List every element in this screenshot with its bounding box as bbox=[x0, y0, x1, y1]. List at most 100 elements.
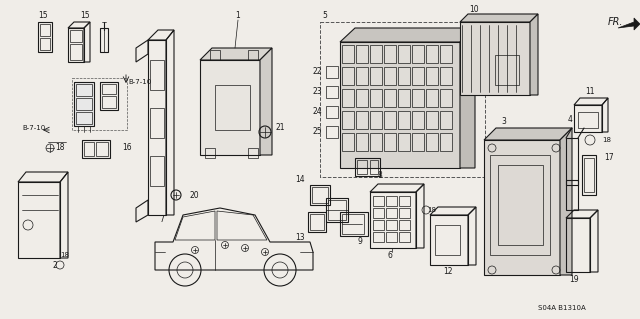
Bar bbox=[384, 67, 396, 85]
Bar bbox=[342, 133, 354, 151]
Text: 18: 18 bbox=[61, 252, 70, 258]
Text: 22: 22 bbox=[312, 68, 322, 77]
Bar bbox=[399, 196, 410, 206]
Bar bbox=[72, 78, 127, 130]
Bar bbox=[440, 133, 452, 151]
Bar bbox=[370, 45, 382, 63]
Bar bbox=[370, 133, 382, 151]
Bar bbox=[440, 89, 452, 107]
Bar bbox=[440, 111, 452, 129]
Bar bbox=[426, 111, 438, 129]
Bar bbox=[498, 165, 543, 245]
Bar bbox=[398, 67, 410, 85]
Bar bbox=[356, 67, 368, 85]
Bar bbox=[356, 133, 368, 151]
Text: 19: 19 bbox=[569, 276, 579, 285]
Text: 8: 8 bbox=[378, 170, 383, 180]
Bar bbox=[248, 148, 258, 158]
Text: 20: 20 bbox=[190, 190, 200, 199]
Bar bbox=[435, 225, 460, 255]
Text: 16: 16 bbox=[122, 144, 132, 152]
Bar bbox=[412, 133, 424, 151]
Bar bbox=[412, 111, 424, 129]
Bar bbox=[102, 96, 116, 108]
Polygon shape bbox=[260, 48, 272, 155]
Bar bbox=[399, 220, 410, 230]
Bar bbox=[357, 160, 367, 174]
Polygon shape bbox=[530, 14, 538, 95]
Bar bbox=[426, 67, 438, 85]
Polygon shape bbox=[340, 42, 460, 168]
Bar bbox=[150, 60, 164, 90]
Bar bbox=[326, 86, 338, 98]
Text: 24: 24 bbox=[312, 108, 322, 116]
Bar bbox=[373, 208, 384, 218]
Bar bbox=[373, 232, 384, 242]
Text: 3: 3 bbox=[502, 117, 506, 127]
Bar bbox=[399, 232, 410, 242]
Polygon shape bbox=[560, 128, 572, 275]
Bar bbox=[248, 50, 258, 60]
Bar bbox=[384, 133, 396, 151]
Bar bbox=[386, 196, 397, 206]
Text: FR.: FR. bbox=[608, 17, 623, 27]
Bar bbox=[584, 158, 594, 192]
Bar bbox=[426, 45, 438, 63]
Bar bbox=[373, 196, 384, 206]
Polygon shape bbox=[484, 140, 560, 275]
Bar bbox=[373, 220, 384, 230]
Bar bbox=[412, 45, 424, 63]
Polygon shape bbox=[460, 14, 538, 22]
Bar bbox=[310, 214, 324, 230]
Polygon shape bbox=[340, 28, 475, 42]
Text: 9: 9 bbox=[358, 238, 362, 247]
Bar bbox=[76, 98, 92, 110]
Bar bbox=[399, 208, 410, 218]
Bar bbox=[76, 84, 92, 96]
Bar bbox=[440, 45, 452, 63]
Text: B-7-10: B-7-10 bbox=[128, 79, 151, 85]
Bar bbox=[384, 89, 396, 107]
Text: 10: 10 bbox=[469, 5, 479, 14]
Text: 17: 17 bbox=[604, 153, 614, 162]
Bar bbox=[370, 160, 378, 174]
Polygon shape bbox=[484, 128, 572, 140]
Text: 14: 14 bbox=[296, 175, 305, 184]
Text: 6: 6 bbox=[388, 250, 392, 259]
Bar bbox=[96, 142, 108, 156]
Bar bbox=[578, 112, 598, 128]
Bar bbox=[356, 111, 368, 129]
Text: 12: 12 bbox=[444, 268, 452, 277]
Bar bbox=[342, 111, 354, 129]
Bar bbox=[398, 111, 410, 129]
Text: 15: 15 bbox=[80, 11, 90, 20]
Text: 21: 21 bbox=[275, 123, 285, 132]
Text: 1: 1 bbox=[236, 11, 241, 19]
Bar bbox=[326, 66, 338, 78]
Text: 18: 18 bbox=[428, 207, 436, 213]
Polygon shape bbox=[200, 60, 260, 155]
Bar bbox=[320, 22, 485, 177]
Bar bbox=[426, 89, 438, 107]
Bar bbox=[384, 111, 396, 129]
Text: 2: 2 bbox=[52, 261, 58, 270]
Bar bbox=[84, 142, 94, 156]
Polygon shape bbox=[200, 48, 272, 60]
Bar bbox=[495, 55, 519, 85]
Bar bbox=[215, 85, 250, 130]
Text: 18: 18 bbox=[55, 144, 65, 152]
Bar bbox=[205, 148, 215, 158]
Bar bbox=[326, 106, 338, 118]
Bar bbox=[412, 89, 424, 107]
Bar bbox=[342, 67, 354, 85]
Text: 15: 15 bbox=[38, 11, 47, 20]
Bar bbox=[398, 133, 410, 151]
Bar bbox=[342, 214, 364, 234]
Bar bbox=[398, 45, 410, 63]
Bar bbox=[412, 67, 424, 85]
Bar bbox=[386, 220, 397, 230]
Bar bbox=[355, 158, 380, 176]
Bar bbox=[102, 84, 116, 94]
Bar bbox=[312, 187, 328, 203]
Text: 13: 13 bbox=[296, 234, 305, 242]
